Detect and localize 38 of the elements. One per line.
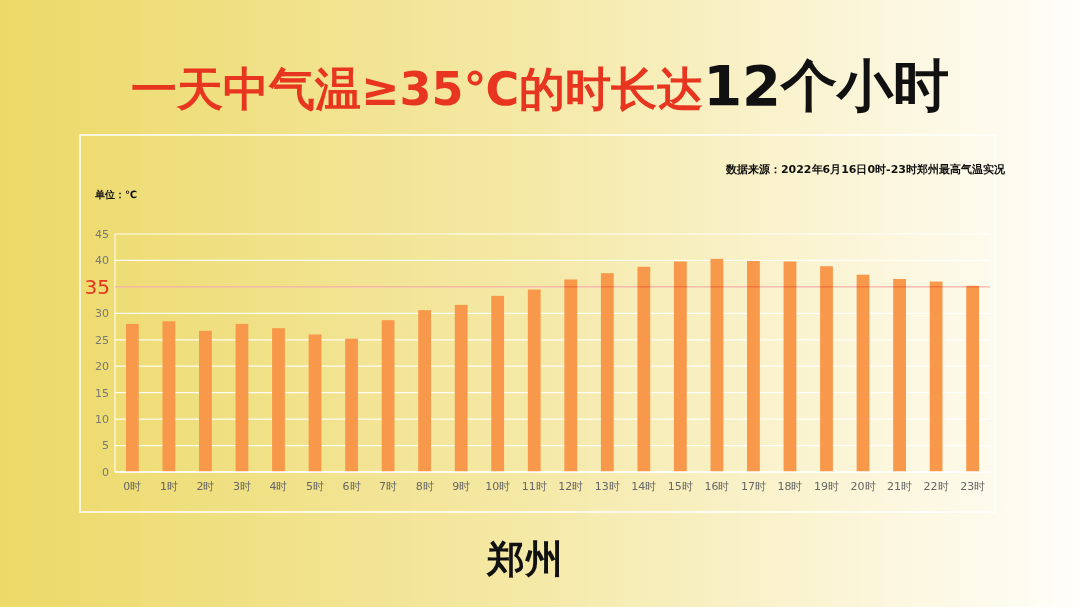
y-tick-label: 40 — [95, 254, 109, 268]
x-tick-label: 10时 — [485, 480, 511, 493]
x-tick-label: 15时 — [667, 480, 693, 493]
x-tick-label: 21时 — [887, 480, 913, 493]
y-tick-label: 15 — [95, 386, 109, 400]
x-tick-label: 11时 — [521, 480, 547, 493]
x-tick-label: 13时 — [594, 480, 620, 493]
x-tick-label: 7时 — [379, 480, 398, 493]
x-tick-label: 23时 — [960, 480, 986, 493]
x-tick-label: 8时 — [415, 480, 434, 493]
x-tick-label: 16时 — [704, 480, 730, 493]
y-tick-label: 5 — [102, 439, 109, 453]
x-tick-label: 14时 — [631, 480, 657, 493]
y-tick-label: 45 — [95, 227, 109, 241]
x-tick-label: 2时 — [196, 480, 215, 493]
chart-title: 一天中气温≥35℃的时长达12个小时 — [130, 53, 950, 118]
x-tick-label: 4时 — [269, 480, 288, 493]
source-note: 数据来源：2022年6月16日0时-23时郑州最高气温实况 — [724, 163, 1006, 176]
x-tick-label: 17时 — [740, 480, 766, 493]
text: 郑州 — [486, 537, 563, 581]
x-tick-label: 0时 — [123, 480, 142, 493]
y-tick-label: 0 — [102, 465, 109, 479]
y-tick-label: 20 — [95, 360, 109, 374]
y-tick-label: 10 — [95, 412, 109, 426]
x-tick-label: 22时 — [923, 480, 949, 493]
x-tick-label: 6时 — [342, 480, 361, 493]
x-tick-label: 18时 — [777, 480, 803, 493]
x-tick-label: 3时 — [232, 480, 251, 493]
x-tick-label: 19时 — [814, 480, 840, 493]
x-tick-label: 5时 — [306, 480, 325, 493]
ref-line-label: 35 — [84, 274, 110, 299]
x-tick-label: 9时 — [452, 480, 471, 493]
x-tick-label: 12时 — [558, 480, 584, 493]
y-tick-label: 25 — [95, 333, 109, 347]
x-tick-label: 20时 — [850, 480, 876, 493]
x-tick-label: 1时 — [159, 480, 178, 493]
y-tick-label: 30 — [95, 307, 109, 321]
y-axis-title: 单位：℃ — [94, 189, 138, 200]
